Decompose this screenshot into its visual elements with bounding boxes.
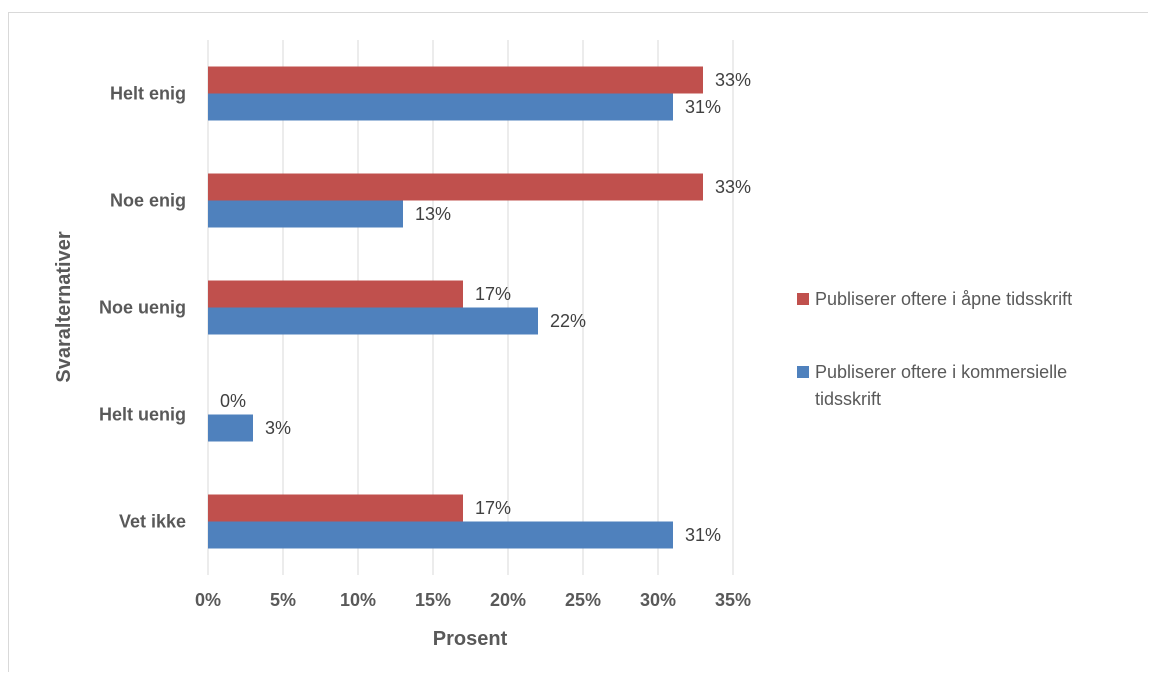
x-axis-title: Prosent xyxy=(433,628,508,650)
legend-label-open: Publiserer oftere i åpne tidsskrift xyxy=(815,289,1072,309)
data-label: 13% xyxy=(415,204,451,224)
x-tick-label: 30% xyxy=(640,590,676,610)
data-label: 17% xyxy=(475,284,511,304)
bar-commercial xyxy=(208,521,673,549)
bar-commercial xyxy=(208,414,253,442)
x-tick-label: 15% xyxy=(415,590,451,610)
x-tick-label: 5% xyxy=(270,590,296,610)
category-labels: Helt enig Noe enig Noe uenig Helt uenig Vet … xyxy=(99,84,186,532)
data-label: 3% xyxy=(265,418,291,438)
bar-commercial xyxy=(208,307,538,335)
bars xyxy=(208,66,703,549)
bar-commercial xyxy=(208,93,673,121)
legend-label-commercial-line1: Publiserer oftere i kommersielle xyxy=(815,362,1067,382)
x-tick-label: 25% xyxy=(565,590,601,610)
data-label: 33% xyxy=(715,70,751,90)
category-label: Helt enig xyxy=(110,84,186,104)
data-label: 31% xyxy=(685,97,721,117)
bar-open xyxy=(208,280,463,308)
x-tick-label: 10% xyxy=(340,590,376,610)
x-tick-label: 35% xyxy=(715,590,751,610)
bar-open xyxy=(208,66,703,94)
category-label: Helt uenig xyxy=(99,405,186,425)
x-tick-label: 0% xyxy=(195,590,221,610)
data-label: 33% xyxy=(715,177,751,197)
data-label: 31% xyxy=(685,525,721,545)
y-axis-title: Svaralternativer xyxy=(53,231,75,382)
x-tick-labels: 0% 5% 10% 15% 20% 25% 30% 35% xyxy=(195,590,751,610)
category-label: Noe enig xyxy=(110,191,186,211)
data-label: 0% xyxy=(220,391,246,411)
legend-swatch-open xyxy=(797,293,809,305)
bar-open xyxy=(208,494,463,522)
bar-open xyxy=(208,173,703,201)
legend-label-commercial-line2: tidsskrift xyxy=(815,389,881,409)
legend: Publiserer oftere i åpne tidsskrift Publ… xyxy=(797,289,1072,409)
data-labels: 33% 31% 33% 13% 17% 22% 0% 3% 17% 31% xyxy=(220,70,751,545)
data-label: 22% xyxy=(550,311,586,331)
category-label: Vet ikke xyxy=(119,512,186,532)
data-label: 17% xyxy=(475,498,511,518)
bar-commercial xyxy=(208,200,403,228)
chart-frame xyxy=(8,12,1148,672)
legend-swatch-commercial xyxy=(797,366,809,378)
x-tick-label: 20% xyxy=(490,590,526,610)
category-label: Noe uenig xyxy=(99,298,186,318)
